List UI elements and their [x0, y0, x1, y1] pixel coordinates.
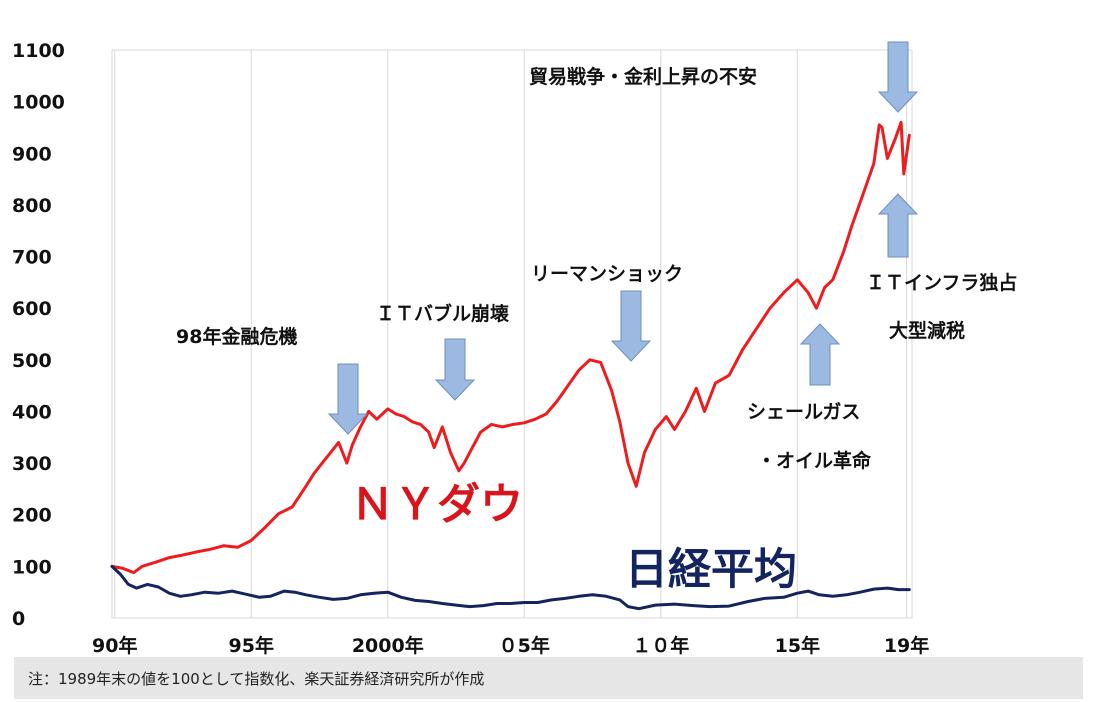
- annotation-it-infra-1: ＩＴインフラ独占: [866, 271, 1017, 294]
- x-tick-label: 90年: [92, 634, 137, 655]
- y-tick-label: 100: [12, 556, 52, 578]
- y-tick-label: 1100: [12, 40, 65, 62]
- y-tick-label: 300: [12, 453, 52, 475]
- y-tick-label: 800: [12, 195, 52, 217]
- annotation-it-infra-2: 大型減税: [889, 319, 965, 342]
- annotation-it-bubble: ＩＴバブル崩壊: [376, 302, 510, 325]
- arrow-lehman: [610, 290, 652, 362]
- arrow-trade-war: [877, 41, 919, 113]
- annotation-shale-2: ・オイル革命: [757, 449, 872, 472]
- x-tick-label: 95年: [229, 634, 274, 655]
- x-tick-label: 15年: [775, 634, 820, 655]
- series-label-nikkei: 日経平均: [625, 545, 797, 595]
- y-tick-label: 1000: [12, 92, 65, 114]
- x-tick-label: 2000年: [352, 634, 424, 655]
- y-tick-label: 0: [12, 608, 25, 630]
- y-tick-label: 900: [12, 143, 52, 165]
- annotation-shale-1: シェールガス: [747, 401, 860, 423]
- y-tick-label: 400: [12, 401, 52, 423]
- series-line-nikkei: [110, 564, 911, 611]
- arrow-shale: [799, 323, 841, 386]
- chart: 0 100 200 300 400 500 600 700 800 900 1000 1100 90年…: [12, 40, 1017, 655]
- x-tick-label: ０5年: [499, 634, 550, 655]
- series-label-ny-dow: ＮＹダウ: [351, 480, 523, 530]
- series-line-ny-dow: [110, 120, 911, 575]
- x-tick-label: １０年: [632, 634, 689, 655]
- y-tick-label: 200: [12, 505, 52, 527]
- series-lines: [110, 120, 911, 611]
- y-axis: 0 100 200 300 400 500 600 700 800 900 1000 1100: [12, 40, 65, 630]
- footnote: 注：1989年末の値を100として指数化、楽天証券経済研究所が作成: [28, 670, 485, 688]
- x-tick-label: 19年: [884, 634, 929, 655]
- y-tick-label: 600: [12, 298, 52, 320]
- arrow-it-bubble: [434, 338, 476, 401]
- grid: [111, 49, 913, 619]
- plot-frame: [111, 49, 913, 619]
- annotation-lehman: リーマンショック: [531, 263, 683, 285]
- y-tick-label: 700: [12, 247, 52, 269]
- annotation-arrows: [327, 41, 919, 435]
- x-axis: 90年 95年 2000年 ０5年 １０年 15年 19年: [92, 634, 929, 655]
- annotation-asia-crisis: 98年金融危機: [176, 325, 297, 348]
- footnote-bar: 注：1989年末の値を100として指数化、楽天証券経済研究所が作成: [14, 657, 1083, 699]
- arrow-it-infra: [877, 193, 919, 258]
- arrow-asia-crisis: [327, 363, 369, 435]
- y-tick-label: 500: [12, 350, 52, 372]
- annotation-trade-war: 貿易戦争・金利上昇の不安: [529, 65, 757, 88]
